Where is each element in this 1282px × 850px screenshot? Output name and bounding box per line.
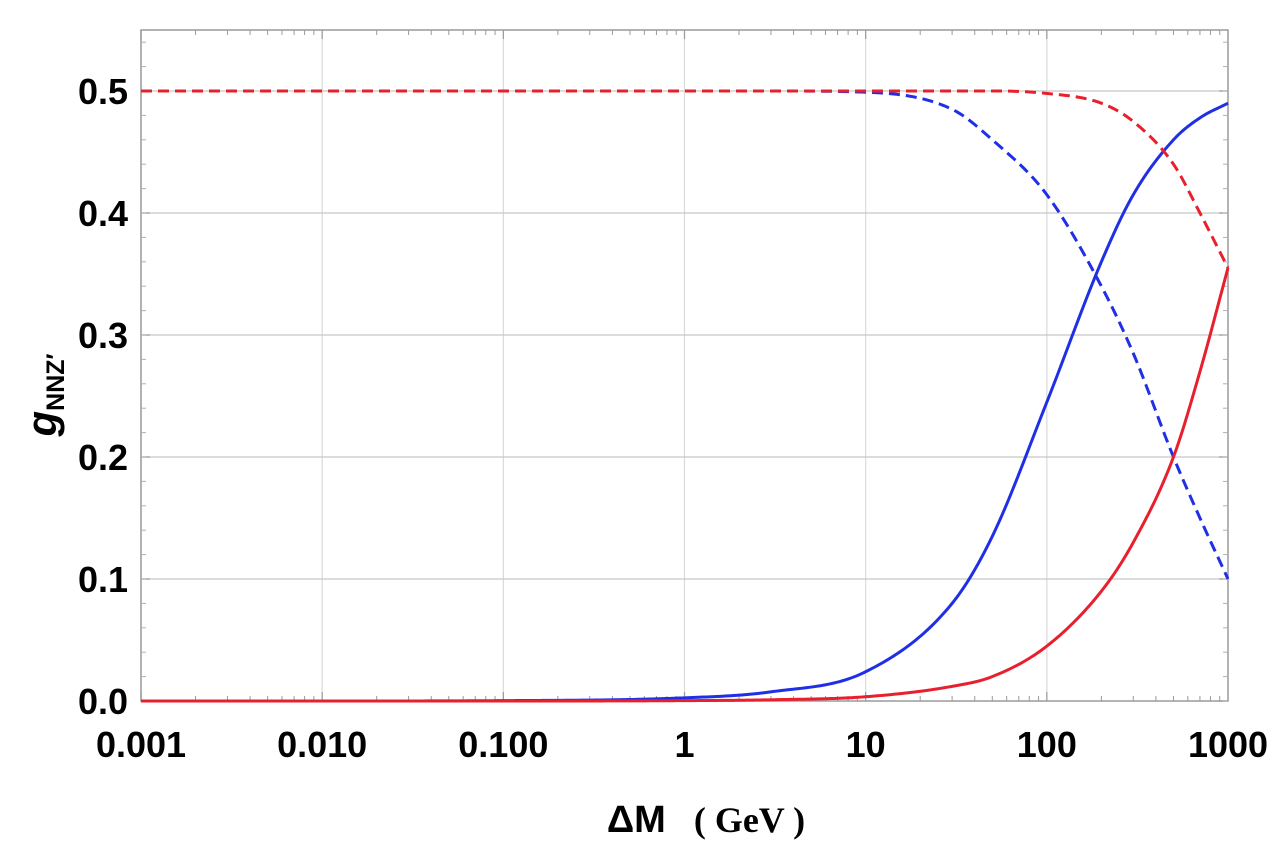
y-axis-label-sub: NNZ′ [42,353,70,410]
y-tick-labels: 0.0 0.1 0.2 0.3 0.4 0.5 [78,71,128,722]
x-tick-label: 0.010 [277,724,367,765]
y-tick-label: 0.2 [78,437,128,478]
x-tick-label: 0.100 [458,724,548,765]
series-line-3 [141,267,1230,703]
x-tick-label: 1 [674,724,694,765]
x-axis-label-main: ΔM [607,799,666,841]
x-tick-label: 100 [1017,724,1077,765]
series-line-2 [141,89,1230,580]
y-tick-label: 0.4 [78,193,128,234]
series-line-4 [141,89,1230,269]
y-tick-label: 0.0 [78,681,128,722]
x-tick-label: 0.001 [96,724,186,765]
y-tick-label: 0.5 [78,71,128,112]
y-axis-label: gNNZ′ [18,353,70,437]
y-axis-label-main: g [18,411,65,438]
y-tick-label: 0.3 [78,315,128,356]
x-axis-label-unit: ( GeV ) [694,800,805,840]
x-tick-label: 10 [846,724,886,765]
x-axis-label: ΔM ( GeV ) [607,799,805,841]
series-group [141,89,1230,703]
x-tick-label: 1000 [1188,724,1268,765]
x-tick-labels: 0.001 0.010 0.100 1 10 100 1000 [96,724,1268,765]
grid [140,30,1228,701]
y-tick-label: 0.1 [78,559,128,600]
